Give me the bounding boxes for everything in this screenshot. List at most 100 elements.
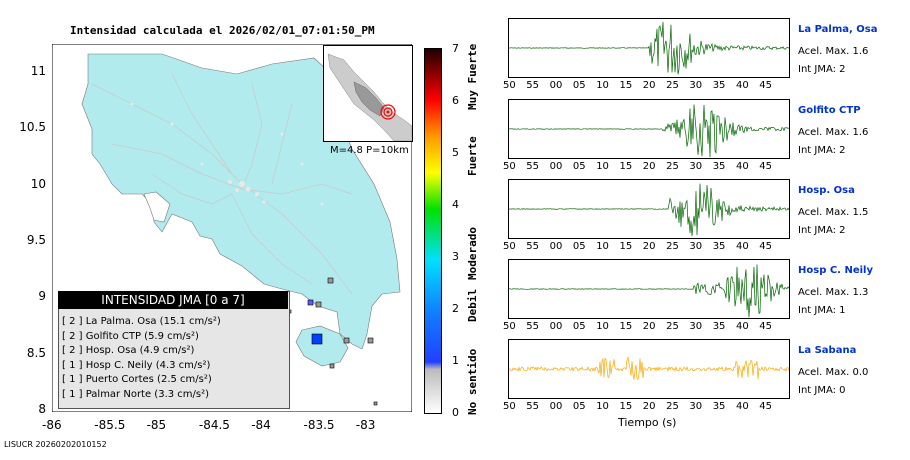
time-tick-label: 35 bbox=[712, 161, 726, 172]
lon-tick-label: -83.5 bbox=[303, 418, 335, 432]
station-jma-intensity: Int JMA: 2 bbox=[798, 225, 846, 236]
lat-tick-label: 9 bbox=[38, 289, 46, 304]
station-max-accel: Acel. Max. 1.5 bbox=[798, 207, 869, 218]
station-name: Hosp C. Neily bbox=[798, 265, 873, 276]
time-tick-label: 45 bbox=[759, 241, 773, 252]
time-tick-label: 00 bbox=[549, 401, 563, 412]
colorbar-category-label: Moderado bbox=[466, 227, 479, 280]
time-tick-label: 15 bbox=[619, 241, 633, 252]
seismogram-trace bbox=[508, 264, 790, 318]
colorbar-tick-label: 4 bbox=[452, 198, 459, 211]
seismogram-panel bbox=[508, 18, 790, 78]
time-tick-label: 20 bbox=[642, 241, 656, 252]
lat-tick-label: 8.5 bbox=[26, 345, 46, 360]
time-tick-label: 40 bbox=[736, 321, 749, 332]
seismogram-panel bbox=[508, 179, 790, 239]
time-tick-label: 45 bbox=[759, 80, 773, 91]
colorbar-tick-label: 3 bbox=[452, 250, 459, 263]
lon-tick-label: -86 bbox=[42, 418, 62, 432]
station-max-accel: Acel. Max. 1.3 bbox=[798, 287, 869, 298]
lat-tick-label: 10 bbox=[30, 176, 46, 191]
time-tick-label: 35 bbox=[712, 401, 726, 412]
seismogram-trace bbox=[508, 183, 790, 237]
time-tick-label: 10 bbox=[596, 401, 609, 412]
time-axis-title: Tiempo (s) bbox=[618, 416, 677, 429]
time-tick-label: 25 bbox=[666, 401, 679, 412]
time-tick-label: 10 bbox=[596, 241, 609, 252]
legend-box bbox=[58, 291, 290, 409]
seismogram-trace bbox=[509, 21, 790, 75]
time-tick-label: 00 bbox=[549, 161, 563, 172]
station-jma-intensity: Int JMA: 0 bbox=[798, 385, 846, 396]
time-tick-label: 50 bbox=[503, 80, 516, 91]
time-tick-label: 05 bbox=[572, 161, 586, 172]
time-tick-label: 50 bbox=[503, 161, 516, 172]
time-tick-label: 00 bbox=[549, 241, 563, 252]
legend-header: INTENSIDAD JMA [0 a 7] bbox=[58, 291, 288, 309]
colorbar-tick-label: 6 bbox=[452, 94, 459, 107]
time-tick-label: 35 bbox=[712, 241, 726, 252]
colorbar-category-label: Debil bbox=[466, 288, 479, 322]
legend-row: [ 2 ] Golfito CTP (5.9 cm/s²) bbox=[62, 330, 199, 342]
time-tick-label: 40 bbox=[736, 241, 749, 252]
colorbar-category-label: Muy Fuerte bbox=[466, 43, 479, 110]
station-name: Golfito CTP bbox=[798, 105, 861, 116]
time-tick-label: 05 bbox=[572, 241, 586, 252]
nicoya-gulf bbox=[143, 191, 171, 223]
time-tick-label: 30 bbox=[689, 401, 703, 412]
seismogram-panel bbox=[508, 339, 790, 399]
colorbar-tick-label: 1 bbox=[452, 354, 459, 367]
station-jma-intensity: Int JMA: 2 bbox=[798, 64, 846, 75]
time-tick-label: 10 bbox=[596, 161, 609, 172]
time-tick-label: 55 bbox=[526, 321, 540, 332]
time-tick-label: 50 bbox=[503, 241, 516, 252]
seismogram-trace bbox=[508, 104, 790, 158]
colorbar-tick-label: 5 bbox=[452, 146, 459, 159]
colorbar-tick-label: 2 bbox=[452, 302, 459, 315]
time-tick-label: 50 bbox=[503, 321, 516, 332]
legend-row: [ 1 ] Hosp C. Neily (4.3 cm/s²) bbox=[62, 359, 211, 371]
lon-tick-label: -84 bbox=[251, 418, 271, 432]
station-name: La Sabana bbox=[798, 345, 857, 356]
legend-row: [ 2 ] La Palma. Osa (15.1 cm/s²) bbox=[62, 316, 221, 327]
time-tick-label: 55 bbox=[526, 401, 540, 412]
time-tick-label: 25 bbox=[666, 161, 679, 172]
time-tick-label: 40 bbox=[736, 80, 749, 91]
time-tick-label: 20 bbox=[642, 161, 656, 172]
seismogram-panel bbox=[508, 99, 790, 159]
time-tick-label: 15 bbox=[619, 161, 633, 172]
time-tick-label: 15 bbox=[619, 321, 633, 332]
colorbar-tick-label: 0 bbox=[452, 406, 459, 419]
time-tick-label: 50 bbox=[503, 401, 516, 412]
time-tick-label: 05 bbox=[572, 401, 586, 412]
seismogram-panel bbox=[508, 259, 790, 319]
station-max-accel: Acel. Max. 1.6 bbox=[798, 127, 869, 138]
station-max-accel: Acel. Max. 1.6 bbox=[798, 46, 869, 57]
inset-map bbox=[323, 45, 413, 142]
intensity-colorbar bbox=[424, 48, 442, 414]
lon-tick-label: -85.5 bbox=[94, 418, 126, 432]
time-tick-label: 30 bbox=[689, 241, 703, 252]
event-magnitude-label: M=4.8 P=10km bbox=[330, 145, 409, 156]
lon-tick-label: -84.5 bbox=[198, 418, 230, 432]
time-tick-label: 20 bbox=[642, 80, 656, 91]
time-tick-label: 15 bbox=[619, 401, 633, 412]
time-tick-label: 10 bbox=[596, 80, 609, 91]
time-tick-label: 05 bbox=[572, 80, 586, 91]
legend-row: [ 1 ] Palmar Norte (3.3 cm/s²) bbox=[62, 388, 210, 400]
lon-tick-label: -83 bbox=[355, 418, 376, 432]
time-tick-label: 40 bbox=[736, 161, 749, 172]
legend-row: [ 2 ] Hosp. Osa (4.9 cm/s²) bbox=[62, 345, 195, 356]
station-max-accel: Acel. Max. 0.0 bbox=[798, 367, 869, 378]
time-tick-label: 55 bbox=[526, 161, 540, 172]
station-jma-intensity: Int JMA: 1 bbox=[798, 305, 846, 316]
time-tick-label: 15 bbox=[619, 80, 633, 91]
station-name: La Palma, Osa bbox=[798, 24, 878, 35]
osa-peninsula bbox=[295, 325, 349, 367]
time-tick-label: 35 bbox=[712, 321, 726, 332]
colorbar-category-label: Fuerte bbox=[466, 136, 479, 176]
time-tick-label: 30 bbox=[689, 161, 703, 172]
lat-tick-label: 10.5 bbox=[19, 120, 46, 135]
time-tick-label: 35 bbox=[712, 80, 726, 91]
seismogram-trace bbox=[508, 356, 790, 381]
